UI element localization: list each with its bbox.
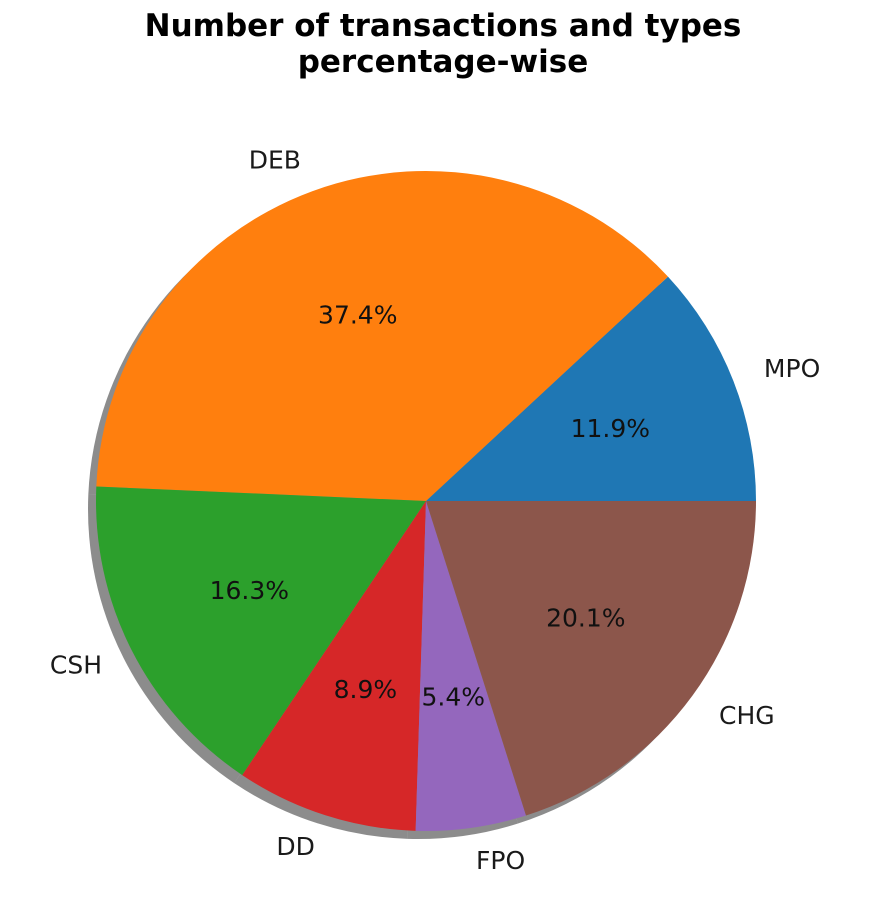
slice-percent-mpo: 11.9%	[571, 414, 650, 443]
slice-mpo	[426, 276, 756, 501]
slice-label-deb: DEB	[249, 146, 301, 175]
slice-label-mpo: MPO	[764, 354, 820, 383]
slice-percent-deb: 37.4%	[318, 301, 397, 330]
slice-csh	[95, 486, 426, 776]
slice-dd	[242, 501, 426, 831]
chart-title: Number of transactions and types percent…	[144, 8, 742, 80]
slice-deb	[96, 171, 668, 501]
slice-percent-chg: 20.1%	[546, 603, 625, 632]
slice-label-csh: CSH	[50, 650, 102, 679]
slice-label-chg: CHG	[719, 701, 775, 730]
pie-labels: MPO 11.9% DEB 37.4% CSH 16.3% DD 8.9% FPO 5.4% CHG…	[50, 146, 820, 875]
slice-fpo	[415, 501, 527, 831]
slice-chg	[426, 501, 756, 816]
slice-label-fpo: FPO	[476, 846, 525, 875]
slice-percent-fpo: 5.4%	[422, 683, 486, 712]
slice-percent-csh: 16.3%	[210, 576, 289, 605]
pie-slices	[95, 171, 756, 831]
slice-label-dd: DD	[276, 832, 315, 861]
slice-percent-dd: 8.9%	[334, 675, 398, 704]
